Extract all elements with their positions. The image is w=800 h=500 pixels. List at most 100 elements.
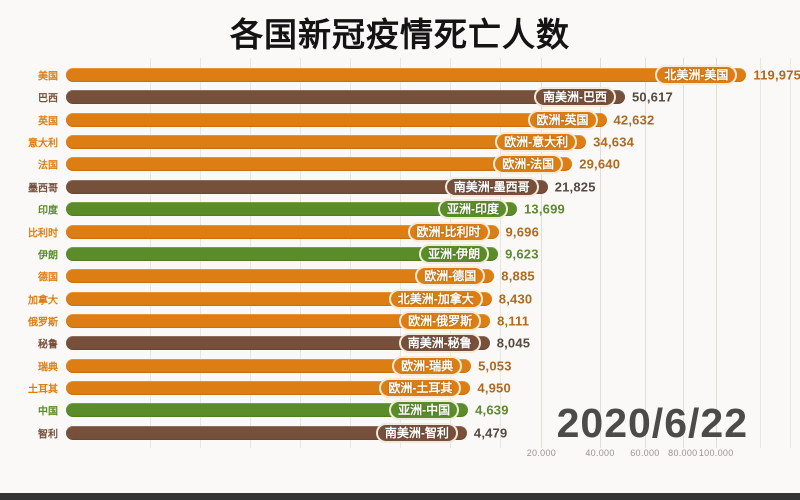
country-label: 美国 <box>38 71 58 83</box>
bar-value: 119,975 <box>753 67 800 83</box>
country-label: 意大利 <box>28 138 58 150</box>
country-label: 加拿大 <box>28 295 58 306</box>
gridline <box>500 58 501 448</box>
continent-country-pill: 欧洲-德国 <box>415 266 486 287</box>
country-label: 比利时 <box>28 228 58 239</box>
bar-value: 4,479 <box>473 425 508 441</box>
bar: 欧洲-比利时 <box>66 221 499 242</box>
continent-country-pill: 亚洲-中国 <box>389 400 460 421</box>
gridline-tick <box>682 58 684 448</box>
bar-row: 英国 欧洲-英国 42,632 <box>0 109 800 131</box>
bar: 欧洲-德国 <box>66 266 495 287</box>
bar-row: 比利时 欧洲-比利时 9,696 <box>0 221 800 243</box>
bar-value: 4,639 <box>475 402 509 418</box>
continent-country-pill: 亚洲-伊朗 <box>419 243 490 264</box>
chart-title: 各国新冠疫情死亡人数 <box>230 16 570 53</box>
bar-row: 巴西 南美洲-巴西 50,617 <box>0 86 800 108</box>
country-label: 印度 <box>38 205 58 217</box>
country-label: 伊朗 <box>38 250 58 262</box>
bar-value: 8,045 <box>496 335 531 351</box>
bar: 北美洲-加拿大 <box>66 288 492 309</box>
continent-country-pill: 欧洲-法国 <box>493 154 564 175</box>
bar-value: 9,623 <box>505 246 539 262</box>
gridline <box>790 58 791 448</box>
country-label: 秘鲁 <box>38 339 58 351</box>
bar-row: 土耳其 欧洲-土耳其 4,950 <box>0 377 800 399</box>
bar: 欧洲-意大利 <box>66 132 587 153</box>
bar-row: 印度 亚洲-印度 13,699 <box>0 198 800 220</box>
bar: 北美洲-美国 <box>66 65 747 85</box>
country-label: 德国 <box>38 272 58 284</box>
bar-value: 29,640 <box>579 156 621 172</box>
bar-row: 智利 南美洲-智利 4,479 <box>0 422 800 444</box>
bar: 欧洲-法国 <box>66 154 573 175</box>
bar-value: 9,696 <box>505 224 540 239</box>
bar-row: 法国 欧洲-法国 29,640 <box>0 153 800 175</box>
bar: 南美洲-秘鲁 <box>66 333 490 354</box>
bar-row: 瑞典 欧洲-瑞典 5,053 <box>0 355 800 377</box>
bar-value: 4,950 <box>477 380 511 396</box>
bar: 南美洲-墨西哥 <box>66 176 548 197</box>
bar: 欧洲-土耳其 <box>66 377 471 398</box>
bar-value: 13,699 <box>524 201 565 217</box>
continent-country-pill: 欧洲-瑞典 <box>392 355 463 376</box>
continent-country-pill: 欧洲-意大利 <box>495 132 578 153</box>
bar-value: 42,632 <box>613 112 655 128</box>
bar-row: 美国 北美洲-美国 119,975 <box>0 64 800 86</box>
bar-row: 秘鲁 南美洲-秘鲁 8,045 <box>0 332 800 354</box>
bar-value: 8,885 <box>501 268 535 284</box>
bar-value: 8,111 <box>497 313 530 329</box>
bar: 亚洲-伊朗 <box>66 243 499 264</box>
bar: 欧洲-俄罗斯 <box>66 310 491 331</box>
country-label: 智利 <box>38 429 58 441</box>
country-label: 俄罗斯 <box>28 317 58 329</box>
continent-country-pill: 南美洲-墨西哥 <box>444 176 539 197</box>
country-label: 瑞典 <box>38 362 58 374</box>
bar: 亚洲-中国 <box>66 400 469 421</box>
bar: 南美洲-巴西 <box>66 87 625 108</box>
continent-country-pill: 欧洲-比利时 <box>407 221 490 242</box>
gridline-tick <box>541 58 543 448</box>
country-label: 中国 <box>38 406 58 418</box>
country-label: 墨西哥 <box>28 183 58 195</box>
bar-row: 中国 亚洲-中国 4,639 <box>0 399 800 421</box>
gridline-tick <box>716 58 718 448</box>
x-axis-tick-label: 60.000 <box>630 448 660 458</box>
bar: 欧洲-英国 <box>66 109 607 130</box>
bar-value: 50,617 <box>632 89 673 105</box>
bar-value: 21,825 <box>554 179 596 195</box>
bar-row: 俄罗斯 欧洲-俄罗斯 8,111 <box>0 310 800 332</box>
bar-value: 5,053 <box>478 358 512 374</box>
continent-country-pill: 欧洲-英国 <box>527 109 598 130</box>
bar-row: 伊朗 亚洲-伊朗 9,623 <box>0 243 800 265</box>
bar-row: 加拿大 北美洲-加拿大 8,430 <box>0 288 800 310</box>
bar-row: 德国 欧洲-德国 8,885 <box>0 265 800 287</box>
bar-value: 8,430 <box>498 291 533 306</box>
x-axis-tick-label: 100.000 <box>698 448 734 458</box>
current-date-label: 2020/6/22 <box>556 400 748 446</box>
continent-country-pill: 北美洲-加拿大 <box>388 288 483 309</box>
continent-country-pill: 北美洲-美国 <box>655 65 738 85</box>
continent-country-pill: 欧洲-俄罗斯 <box>399 310 482 331</box>
bar: 欧洲-瑞典 <box>66 355 472 376</box>
country-label: 巴西 <box>38 93 58 105</box>
x-axis-tick-label: 80.000 <box>668 448 698 458</box>
continent-country-pill: 南美洲-智利 <box>375 422 458 443</box>
country-label: 法国 <box>38 160 58 172</box>
gridline-tick <box>600 58 601 448</box>
bar: 亚洲-印度 <box>66 199 517 220</box>
gridline-tick <box>644 58 646 448</box>
continent-country-pill: 欧洲-土耳其 <box>379 377 462 398</box>
country-label: 土耳其 <box>28 384 58 396</box>
country-label: 英国 <box>38 116 58 128</box>
bar: 南美洲-智利 <box>66 422 467 443</box>
bar-row: 墨西哥 南美洲-墨西哥 21,825 <box>0 176 800 198</box>
bar-row: 意大利 欧洲-意大利 34,634 <box>0 131 800 153</box>
continent-country-pill: 南美洲-巴西 <box>534 87 616 108</box>
letterbox-strip <box>0 493 800 500</box>
x-axis-tick-label: 40.000 <box>585 448 615 458</box>
x-axis-tick-label: 20.000 <box>526 448 557 458</box>
continent-country-pill: 南美洲-秘鲁 <box>398 333 481 354</box>
continent-country-pill: 亚洲-印度 <box>438 199 508 220</box>
